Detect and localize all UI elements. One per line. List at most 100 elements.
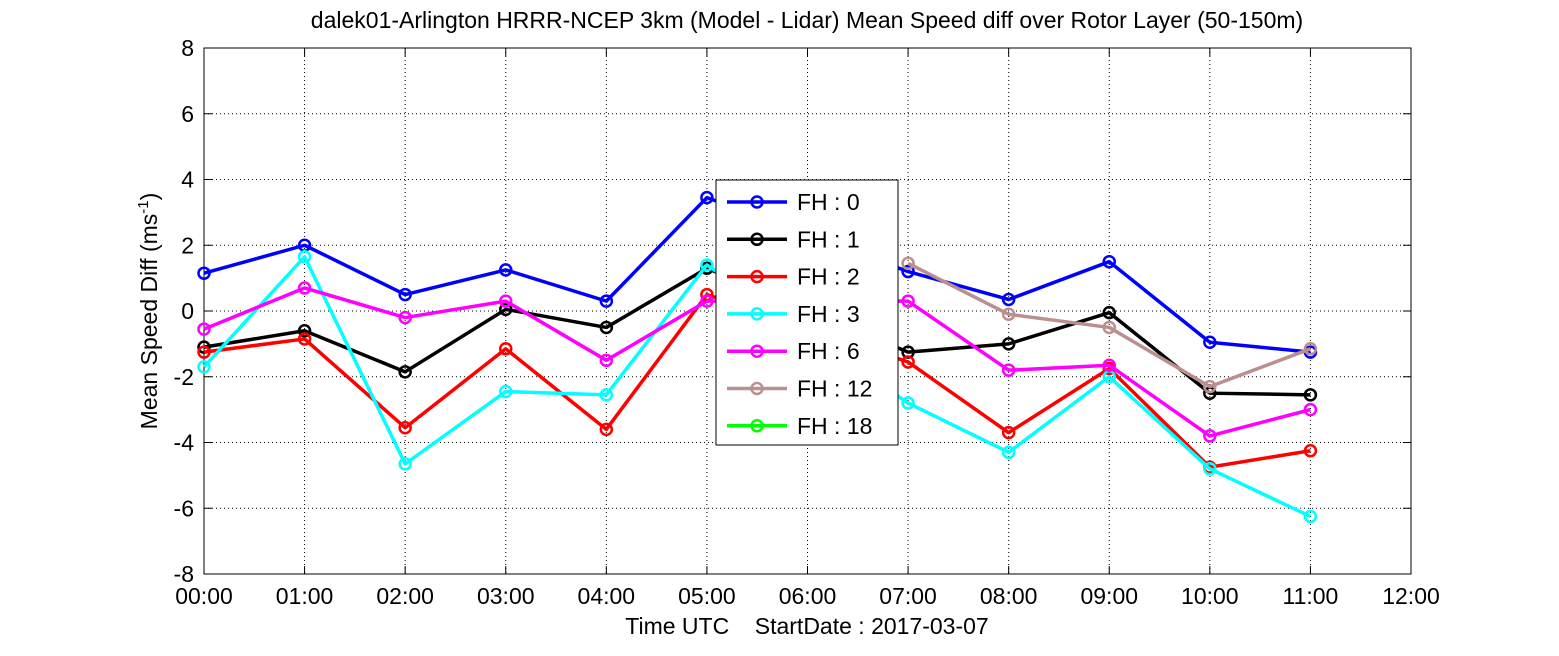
data-point (599, 294, 614, 308)
legend: FH : 0 FH : 1 FH : 2 FH : 3 FH : 6 FH : 12 FH … (715, 179, 899, 446)
data-point (1001, 363, 1016, 377)
x-tick-label: 09:00 (1080, 583, 1138, 609)
data-point (901, 396, 915, 410)
data-point (1303, 443, 1318, 458)
data-point (1001, 425, 1016, 440)
x-tick-label: 00:00 (175, 583, 233, 609)
data-point (1001, 337, 1016, 351)
y-tick-label: -8 (174, 561, 194, 587)
data-point (297, 281, 312, 295)
x-axis-label: Time UTC StartDate : 2017-03-07 (625, 613, 988, 639)
data-point (297, 332, 312, 346)
data-point (901, 256, 915, 271)
legend-marker-swatch (750, 269, 764, 284)
data-point (1203, 335, 1217, 349)
series-fh-3 (197, 250, 1318, 524)
data-point (1203, 429, 1217, 443)
x-tick-label: 01:00 (276, 583, 334, 609)
legend-entry: FH : 0 (727, 189, 860, 215)
data-point (599, 388, 614, 402)
x-tick-label: 05:00 (678, 583, 736, 609)
y-tick-label: 0 (181, 298, 194, 324)
x-tick-label: 11:00 (1282, 583, 1338, 609)
data-point (197, 360, 211, 374)
data-point (1203, 462, 1217, 476)
series-line (907, 261, 1312, 389)
series-fh-12 (901, 256, 1318, 394)
y-tick-label: -2 (174, 364, 194, 390)
data-point (499, 384, 513, 399)
y-tick-label: 6 (181, 101, 194, 127)
data-point (398, 420, 412, 435)
data-point (1303, 388, 1318, 402)
data-point (1102, 358, 1116, 372)
y-axis-label-main: Mean Speed Diff (ms (136, 214, 162, 430)
legend-marker-swatch (750, 195, 764, 209)
data-point (197, 345, 211, 359)
legend-label: FH : 1 (797, 226, 860, 252)
y-tick-label: -6 (174, 495, 194, 521)
data-point (901, 294, 915, 308)
data-point (1303, 402, 1318, 417)
legend-label: FH : 18 (797, 413, 872, 439)
legend-marker-swatch (750, 307, 764, 321)
legend-entry: FH : 6 (727, 338, 860, 364)
data-point (1102, 320, 1116, 335)
data-point (700, 294, 714, 308)
data-point (599, 353, 614, 368)
x-tick-label: 06:00 (779, 583, 837, 609)
data-point (499, 302, 513, 317)
chart-title: dalek01-Arlington HRRR-NCEP 3km (Model -… (311, 7, 1303, 33)
series-line (203, 195, 1311, 354)
data-point (700, 258, 714, 272)
y-tick-label: 8 (181, 35, 194, 61)
x-tick-label: 03:00 (477, 583, 535, 609)
x-tick-label: 12:00 (1382, 583, 1440, 609)
data-point (197, 340, 211, 354)
y-tick-label: 2 (181, 232, 194, 258)
legend-entry: FH : 3 (727, 301, 860, 327)
data-point (700, 190, 714, 205)
legend-entry: FH : 12 (727, 376, 872, 402)
y-axis-label-superscript: -1 (135, 200, 152, 213)
legend-marker-swatch (750, 232, 764, 247)
y-tick-label: 4 (181, 167, 194, 193)
data-point (599, 320, 614, 335)
legend-marker-swatch (750, 381, 764, 396)
y-tick-label: -4 (174, 430, 195, 456)
x-tick-label: 08:00 (980, 583, 1038, 609)
data-point (1102, 305, 1116, 320)
y-axis-label-close: ) (136, 193, 162, 201)
series-line (203, 286, 1311, 438)
x-tick-label: 07:00 (879, 583, 937, 609)
legend-marker-swatch (750, 419, 764, 433)
data-point (1001, 292, 1016, 307)
series-line (202, 255, 1312, 519)
data-point (901, 264, 915, 279)
data-point (901, 355, 915, 369)
data-point (398, 365, 412, 379)
data-point (1001, 445, 1016, 460)
legend-entry: FH : 1 (727, 226, 860, 252)
data-point (197, 266, 211, 280)
axis-ticks: 00:00 01:00 02:00 03:00 04:00 05:00 06:00 07:00… (174, 35, 1440, 609)
legend-entry: FH : 2 (727, 264, 860, 290)
data-point (499, 294, 513, 308)
data-point (1303, 509, 1318, 524)
data-point (197, 322, 211, 336)
data-point (499, 263, 513, 277)
legend-label: FH : 6 (797, 338, 860, 364)
data-point (1303, 342, 1318, 356)
x-tick-label: 04:00 (578, 583, 636, 609)
data-point (1102, 254, 1116, 269)
legend-entry: FH : 18 (727, 413, 872, 439)
series-line (203, 266, 1311, 397)
data-point (599, 422, 614, 437)
data-series (197, 190, 1318, 524)
data-point (398, 457, 412, 471)
legend-label: FH : 3 (797, 301, 860, 327)
y-axis-label: Mean Speed Diff (ms-1) (135, 193, 162, 430)
x-tick-label: 02:00 (376, 583, 434, 609)
legend-marker-swatch (750, 344, 764, 358)
